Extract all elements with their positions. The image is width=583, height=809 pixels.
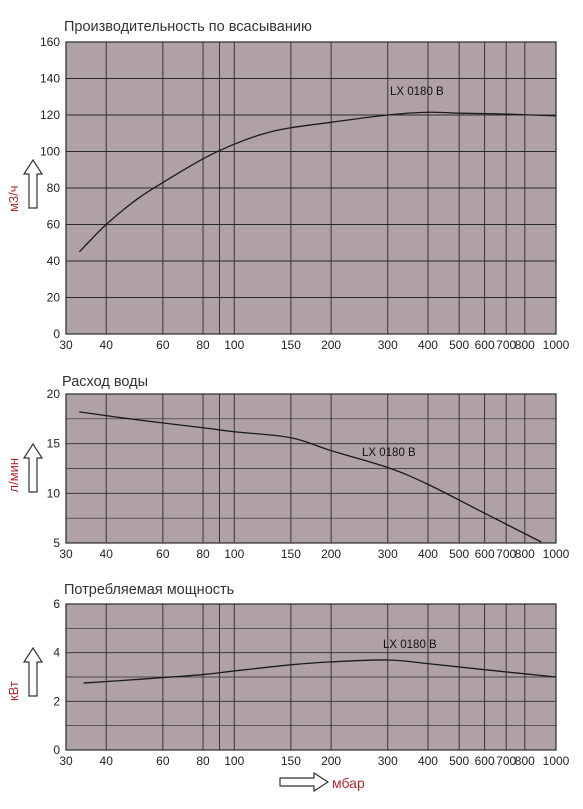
chart-title: Потребляемая мощность bbox=[64, 582, 234, 598]
x-tick-label: 300 bbox=[378, 754, 398, 768]
series-line bbox=[78, 111, 557, 253]
plot-frame bbox=[65, 393, 557, 544]
x-tick-label: 700 bbox=[496, 754, 516, 768]
y-tick-label: 120 bbox=[40, 108, 60, 122]
y-tick-label: 100 bbox=[40, 145, 60, 159]
x-tick-label: 800 bbox=[515, 338, 535, 352]
y-axis-arrow-icon bbox=[22, 442, 44, 493]
y-axis-arrow-icon bbox=[22, 158, 44, 209]
x-tick-label: 300 bbox=[378, 547, 398, 561]
x-tick-label: 1000 bbox=[543, 338, 570, 352]
x-tick-label: 400 bbox=[418, 338, 438, 352]
y-tick-label: 6 bbox=[53, 597, 60, 611]
y-tick-label: 60 bbox=[47, 218, 61, 232]
x-tick-label: 150 bbox=[281, 754, 301, 768]
x-tick-label: 500 bbox=[449, 338, 469, 352]
y-tick-label: 20 bbox=[47, 291, 61, 305]
x-tick-label: 100 bbox=[224, 547, 244, 561]
y-tick-label: 4 bbox=[53, 646, 60, 660]
x-tick-label: 400 bbox=[418, 754, 438, 768]
x-tick-label: 500 bbox=[449, 547, 469, 561]
y-tick-label: 40 bbox=[47, 254, 61, 268]
chart-title: Производительность по всасыванию bbox=[64, 19, 312, 35]
y-axis-label: л/мин bbox=[6, 458, 21, 493]
chart-water-flow: 5 10 15 20 30 40 60 80 100 150 200 300 400 500 600 7008… bbox=[6, 374, 570, 561]
x-tick-label: 200 bbox=[321, 547, 341, 561]
x-tick-label: 40 bbox=[100, 338, 114, 352]
y-tick-label: 0 bbox=[53, 327, 60, 341]
y-axis-label: кВт bbox=[6, 681, 21, 701]
y-tick-label: 2 bbox=[53, 694, 60, 708]
x-tick-label: 30 bbox=[59, 547, 73, 561]
x-tick-label: 60 bbox=[156, 547, 170, 561]
x-tick-label: 100 bbox=[224, 338, 244, 352]
x-tick-label: 1000 bbox=[543, 547, 570, 561]
y-axis-arrow-icon bbox=[22, 646, 44, 697]
x-tick-label: 600 bbox=[475, 338, 495, 352]
x-tick-label: 60 bbox=[156, 754, 170, 768]
x-tick-label: 1000 bbox=[543, 754, 570, 768]
x-tick-label: 150 bbox=[281, 338, 301, 352]
y-tick-label: 0 bbox=[53, 743, 60, 757]
x-tick-label: 700 bbox=[496, 547, 516, 561]
x-tick-label: 60 bbox=[156, 338, 170, 352]
x-tick-label: 80 bbox=[196, 338, 210, 352]
series-label: LX 0180 B bbox=[383, 639, 437, 651]
x-tick-label: 30 bbox=[59, 754, 73, 768]
chart-suction-capacity: 0 20 40 60 80 100 120 140 160 30 40 60 80 100 150 200 30… bbox=[6, 19, 570, 352]
series-label: LX 0180 B bbox=[390, 86, 444, 98]
x-tick-label: 500 bbox=[449, 754, 469, 768]
x-axis-arrow-icon bbox=[279, 771, 330, 793]
y-tick-label: 160 bbox=[40, 35, 60, 49]
y-axis-label: м3/ч bbox=[6, 185, 21, 212]
series-line bbox=[83, 659, 557, 684]
y-tick-label: 10 bbox=[47, 486, 61, 500]
x-tick-label: 150 bbox=[281, 547, 301, 561]
chart-title: Расход воды bbox=[62, 374, 148, 390]
x-tick-label: 600 bbox=[475, 547, 495, 561]
x-axis-label-group: мбар bbox=[279, 771, 365, 793]
x-tick-label: 100 bbox=[224, 754, 244, 768]
y-tick-label: 140 bbox=[40, 72, 60, 86]
y-tick-label: 80 bbox=[47, 181, 61, 195]
x-tick-label: 600 bbox=[475, 754, 495, 768]
y-tick-label: 20 bbox=[47, 387, 61, 401]
x-tick-label: 80 bbox=[196, 754, 210, 768]
x-tick-label: 800 bbox=[515, 547, 535, 561]
y-tick-label: 5 bbox=[53, 536, 60, 550]
plot-frame bbox=[65, 41, 557, 335]
y-tick-label: 15 bbox=[47, 437, 61, 451]
series-line bbox=[79, 411, 542, 543]
x-tick-label: 40 bbox=[100, 754, 114, 768]
x-tick-label: 700 bbox=[496, 338, 516, 352]
x-tick-label: 800 bbox=[515, 754, 535, 768]
x-tick-label: 200 bbox=[321, 338, 341, 352]
x-tick-label: 30 bbox=[59, 338, 73, 352]
x-tick-label: 300 bbox=[378, 338, 398, 352]
x-tick-label: 400 bbox=[418, 547, 438, 561]
x-tick-label: 200 bbox=[321, 754, 341, 768]
x-tick-label: 80 bbox=[196, 547, 210, 561]
x-tick-label: 40 bbox=[100, 547, 114, 561]
x-axis-label: мбар bbox=[332, 775, 365, 791]
series-label: LX 0180 B bbox=[362, 447, 416, 459]
